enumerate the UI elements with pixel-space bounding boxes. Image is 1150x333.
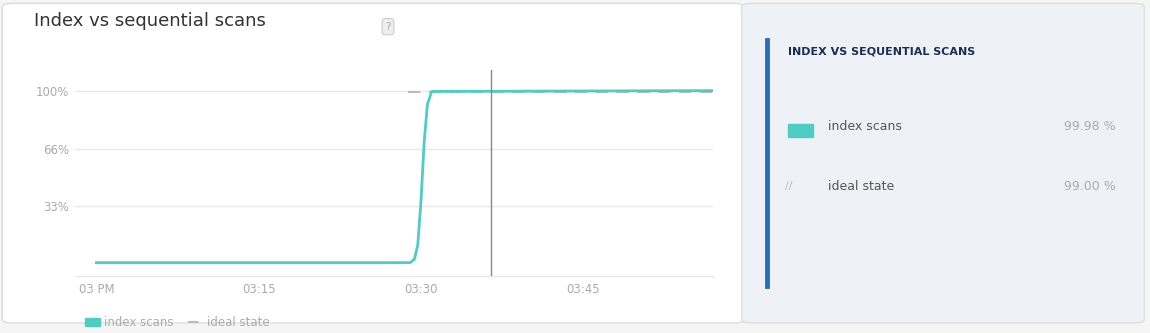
Text: ?: ? <box>385 22 391 32</box>
Text: 99.98 %: 99.98 % <box>1064 120 1116 133</box>
Text: //: // <box>785 181 793 191</box>
Text: INDEX VS SEQUENTIAL SCANS: INDEX VS SEQUENTIAL SCANS <box>788 47 975 57</box>
Legend: index scans, ideal state: index scans, ideal state <box>81 311 274 333</box>
Text: index scans: index scans <box>828 120 902 133</box>
Text: ideal state: ideal state <box>828 180 895 193</box>
Text: Index vs sequential scans: Index vs sequential scans <box>34 12 267 30</box>
Text: 99.00 %: 99.00 % <box>1064 180 1116 193</box>
